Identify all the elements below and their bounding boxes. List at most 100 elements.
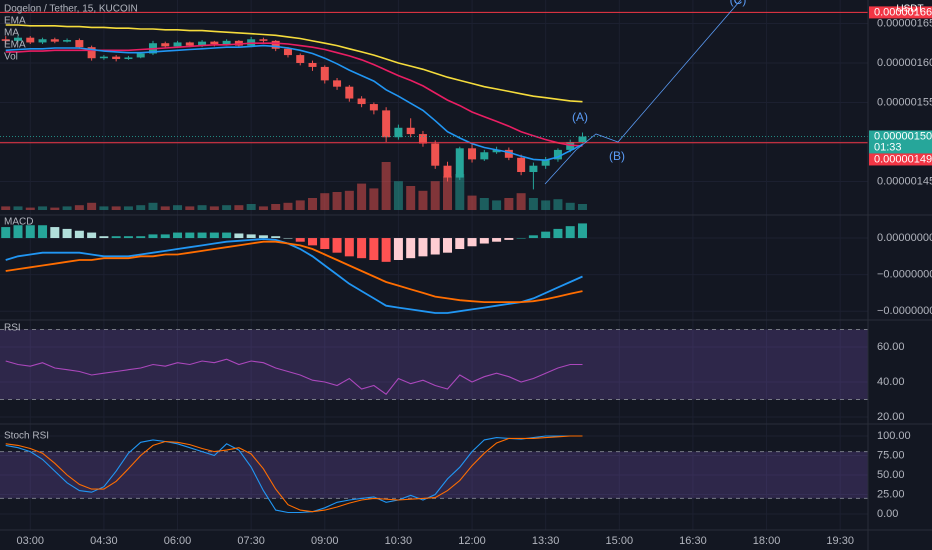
volume-bar <box>38 206 48 210</box>
candle-body <box>13 37 22 41</box>
x-tick-label: 13:30 <box>532 535 560 547</box>
candle-body <box>259 39 268 41</box>
histogram-bar <box>320 238 330 250</box>
histogram-bar <box>332 238 342 253</box>
volume-bar <box>528 198 538 210</box>
x-tick-label: 10:30 <box>385 535 413 547</box>
x-tick-label: 07:30 <box>237 535 265 547</box>
volume-bar <box>271 204 281 210</box>
volume-bar <box>99 206 109 210</box>
y-tick-label: 25.00 <box>877 488 905 500</box>
indicator-line <box>5 238 583 314</box>
histogram-bar <box>123 236 133 239</box>
histogram-bar <box>357 238 367 259</box>
histogram-bar <box>246 234 256 239</box>
candle-body <box>369 104 378 111</box>
candle-body <box>357 98 366 105</box>
volume-bar <box>160 206 170 210</box>
histogram-bar <box>160 234 170 239</box>
volume-bar <box>1 206 11 210</box>
candle-body <box>136 53 145 58</box>
volume-bar <box>222 205 232 210</box>
histogram-bar <box>1 227 11 239</box>
wave-label: (C) <box>730 0 747 7</box>
histogram-bar <box>479 238 489 244</box>
candle-body <box>296 55 305 63</box>
volume-bar <box>173 205 183 210</box>
candle-body <box>504 149 513 158</box>
histogram-bar <box>13 225 23 239</box>
volume-bar <box>74 205 84 210</box>
candle-body <box>87 47 96 59</box>
candle-body <box>431 143 440 166</box>
histogram-bar <box>553 228 563 239</box>
pane-title: MACD <box>4 217 33 228</box>
volume-bar <box>516 193 526 210</box>
histogram-bar <box>258 235 268 239</box>
histogram-bar <box>577 223 587 239</box>
candle-body <box>492 149 501 153</box>
volume-bar <box>123 206 133 210</box>
candle-body <box>382 110 391 138</box>
candle-body <box>75 40 84 48</box>
candle-body <box>185 42 194 46</box>
volume-bar <box>209 206 219 210</box>
volume-bar <box>246 204 256 210</box>
candle-body <box>124 57 133 60</box>
histogram-bar <box>234 233 244 239</box>
x-tick-label: 03:00 <box>17 535 45 547</box>
candle-body <box>112 56 121 60</box>
candle-body <box>271 40 280 49</box>
indicator-line <box>5 435 583 513</box>
x-tick-label: 06:00 <box>164 535 192 547</box>
volume-bar <box>258 206 268 210</box>
histogram-bar <box>209 232 219 239</box>
candle-body <box>161 43 170 47</box>
histogram-bar <box>197 232 207 239</box>
y-tick-label: −0.000000020 <box>877 269 932 281</box>
histogram-bar <box>74 230 84 239</box>
volume-bar <box>332 192 342 210</box>
histogram-bar <box>148 234 158 239</box>
histogram-bar <box>393 238 403 260</box>
candle-body <box>480 152 489 160</box>
overlay-layer: 03:00 04:30 06:00 07:30 09:00 10:30 12:00 13:30… <box>17 0 932 547</box>
indicator-line <box>5 24 583 103</box>
histogram-bar <box>185 232 195 239</box>
unit-label: USDT <box>896 4 923 15</box>
y-tick-label: 75.00 <box>877 449 905 461</box>
level-price-label: 0.000001499 <box>874 153 932 165</box>
volume-bar <box>87 202 97 210</box>
volume-bar <box>565 202 575 210</box>
candle-body <box>38 39 47 43</box>
histogram-bar <box>467 238 477 247</box>
volume-bar <box>320 193 330 210</box>
x-tick-label: 12:00 <box>458 535 486 547</box>
y-tick-label: 50.00 <box>877 469 905 481</box>
volume-bar <box>357 183 367 210</box>
y-tick-label: 20.00 <box>877 411 905 423</box>
volume-bar <box>541 200 551 210</box>
candle-body <box>198 41 207 46</box>
histogram-bar <box>62 228 72 239</box>
candle-body <box>468 148 477 160</box>
y-tick-label: 40.00 <box>877 376 905 388</box>
histogram-bar <box>308 238 318 246</box>
legend-entry: MA <box>4 28 19 39</box>
volume-bar <box>308 198 318 210</box>
histogram-bar <box>541 231 551 239</box>
pane-title: Stoch RSI <box>4 431 49 442</box>
y-tick-label: −0.000000040 <box>877 305 932 317</box>
volume-bar <box>344 190 354 210</box>
volume-bar <box>553 199 563 210</box>
last-price-box <box>869 130 932 154</box>
indicator-line <box>5 44 583 162</box>
candle-body <box>308 62 317 67</box>
candle-body <box>406 127 415 135</box>
indicator-line <box>5 240 583 303</box>
volume-bar <box>369 188 379 210</box>
histogram-bar <box>516 238 526 239</box>
y-tick-label: 0.000001600 <box>877 57 932 69</box>
band-fill <box>0 451 868 499</box>
volume-bar <box>25 207 35 210</box>
